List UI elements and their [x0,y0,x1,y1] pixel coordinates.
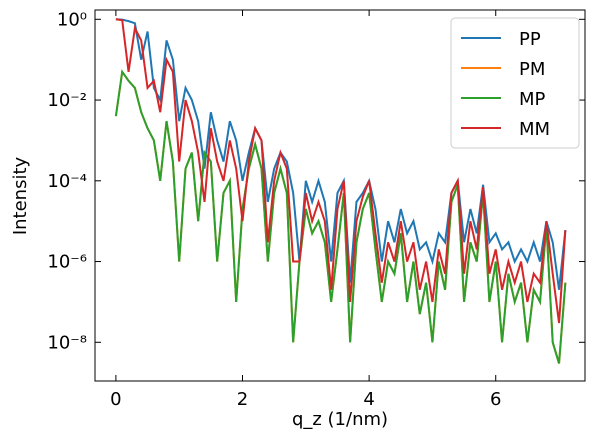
series-line [114,69,567,364]
legend-label: MP [519,89,546,110]
x-tick-label: 0 [110,389,121,410]
x-tick-label: 6 [490,389,501,410]
y-tick-label: 10⁻² [47,90,87,111]
x-tick-label: 4 [363,389,374,410]
series-line [115,18,567,290]
plot-frame [94,9,586,382]
legend-box [450,17,580,149]
y-tick-label: 10⁰ [57,9,87,30]
x-tick-label: 2 [237,389,248,410]
y-tick-label: 10⁻⁸ [47,332,87,353]
legend-label: MM [519,119,550,140]
legend-label: PP [519,29,541,50]
y-axis-label: Intensity [10,156,31,235]
legend-label: PM [519,59,545,80]
series-line [115,18,567,324]
x-axis-label: q_z (1/nm) [292,409,388,430]
y-tick-label: 10⁻⁶ [47,252,87,273]
y-tick-label: 10⁻⁴ [47,171,87,192]
